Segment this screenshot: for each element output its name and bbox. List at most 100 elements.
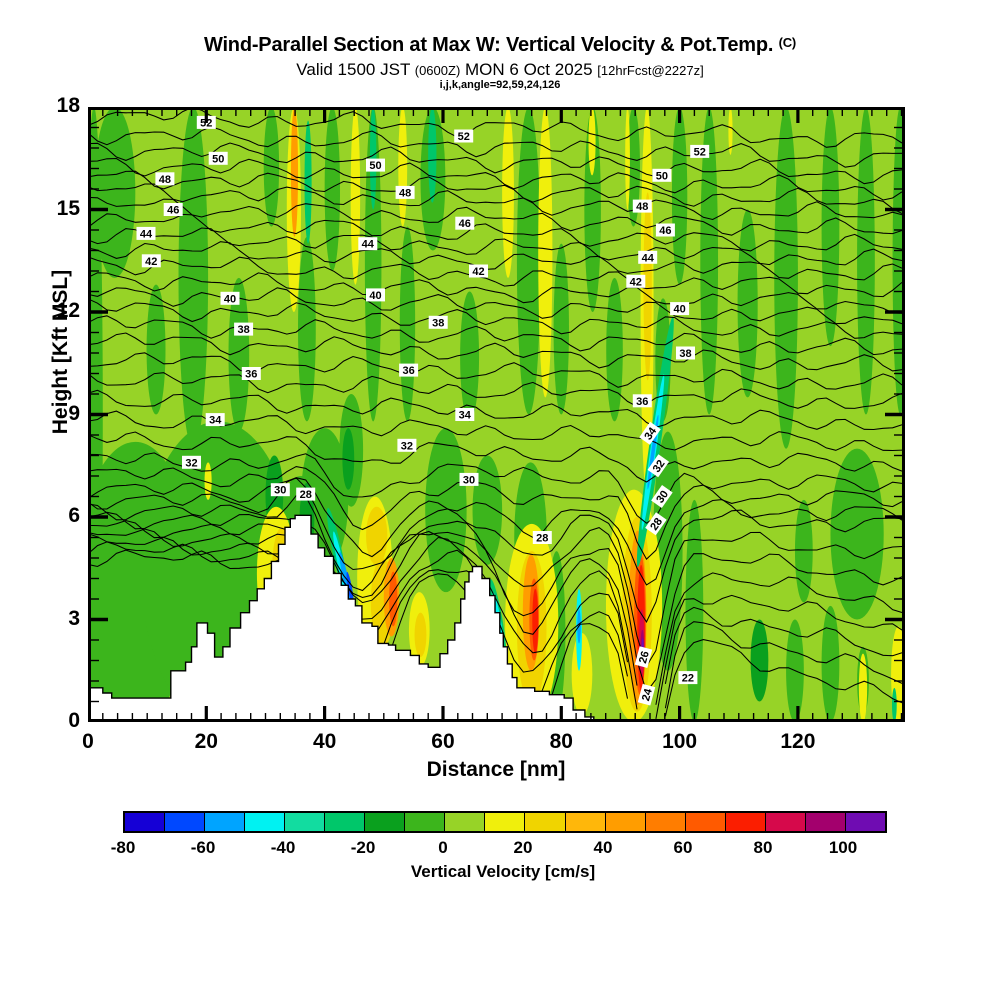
- svg-text:42: 42: [630, 276, 642, 288]
- svg-text:38: 38: [432, 317, 444, 329]
- svg-text:38: 38: [237, 324, 249, 336]
- x-tick-label: 80: [549, 730, 573, 753]
- valid-date: MON 6 Oct 2025: [460, 60, 598, 79]
- colorbar-tick-label: 80: [753, 838, 773, 857]
- x-tick-label: 100: [662, 730, 698, 753]
- svg-text:50: 50: [212, 153, 224, 165]
- svg-text:26: 26: [637, 650, 652, 665]
- svg-text:36: 36: [636, 396, 648, 408]
- svg-text:32: 32: [185, 457, 197, 469]
- colorbar-title: Vertical Velocity [cm/s]: [410, 862, 596, 881]
- svg-text:40: 40: [369, 290, 381, 302]
- x-tick-label: 40: [312, 730, 337, 753]
- y-tick-label: 0: [68, 709, 80, 732]
- x-tick-label: 0: [82, 730, 94, 753]
- svg-text:36: 36: [245, 369, 257, 381]
- x-tick-label: 60: [431, 730, 455, 753]
- svg-text:48: 48: [399, 187, 411, 199]
- svg-text:46: 46: [167, 205, 179, 217]
- svg-text:34: 34: [459, 410, 472, 422]
- colorbar-segment: [445, 813, 486, 831]
- colorbar-segment: [125, 813, 166, 831]
- plot-frame: [88, 107, 905, 722]
- y-tick-label: 3: [68, 606, 80, 630]
- svg-text:36: 36: [402, 365, 414, 377]
- colorbar-tick-label: -60: [190, 838, 216, 857]
- title-main: Wind-Parallel Section at Max W: Vertical…: [203, 34, 774, 56]
- colorbar-segment: [405, 813, 446, 831]
- colorbar-segment: [605, 813, 646, 831]
- terrain-silhouette: [88, 514, 905, 722]
- svg-text:52: 52: [200, 117, 212, 129]
- colorbar-tick-label: 0: [438, 838, 448, 857]
- colorbar-segment: [485, 813, 526, 831]
- svg-text:50: 50: [369, 160, 381, 172]
- y-tick-label: 6: [68, 504, 80, 527]
- svg-text:30: 30: [463, 474, 475, 486]
- colorbar-segment: [365, 813, 406, 831]
- colorbar-segment: [725, 813, 766, 831]
- isotherm-contours: [88, 107, 903, 719]
- colorbar-segment: [845, 813, 885, 831]
- y-tick-label: 9: [68, 401, 80, 425]
- colorbar-segment: [285, 813, 326, 831]
- forecast-lead: [12hrFcst@2227z]: [597, 63, 704, 78]
- svg-text:30: 30: [274, 485, 286, 497]
- colorbar-tick-label: 60: [673, 838, 693, 857]
- y-tick-label: 18: [56, 94, 80, 117]
- svg-text:44: 44: [642, 252, 655, 264]
- svg-text:28: 28: [536, 533, 548, 545]
- svg-text:30: 30: [654, 489, 671, 506]
- colorbar-segment: [205, 813, 246, 831]
- colorbar-tick-label: -80: [110, 838, 136, 857]
- colorbar-tick-label: 100: [828, 838, 858, 857]
- colorbar-tick-label: -20: [350, 838, 376, 857]
- svg-text:42: 42: [472, 266, 484, 278]
- colorbar-segment: [685, 813, 726, 831]
- colorbar-segment: [325, 813, 366, 831]
- svg-text:32: 32: [401, 440, 413, 452]
- svg-text:22: 22: [682, 673, 694, 685]
- svg-text:46: 46: [459, 218, 471, 230]
- svg-text:32: 32: [651, 458, 668, 475]
- svg-text:28: 28: [648, 516, 665, 533]
- colorbar-segment: [525, 813, 566, 831]
- svg-text:28: 28: [300, 489, 312, 501]
- colorbar-segment: [645, 813, 686, 831]
- cross-section-plot: 52 52 52 50 50 50 48 48 48 46 46 46 44 44 44 42 42 42 40 40…: [88, 107, 905, 722]
- colorbar-tick-label: 40: [593, 838, 613, 857]
- svg-text:48: 48: [636, 201, 648, 213]
- colorbar-segment: [805, 813, 846, 831]
- colorbar-segment: [765, 813, 806, 831]
- x-tick-label: 120: [780, 730, 816, 753]
- y-tick-label: 12: [56, 299, 80, 322]
- svg-text:34: 34: [209, 415, 222, 427]
- colorbar-tick-label: -40: [270, 838, 296, 857]
- svg-text:46: 46: [659, 225, 671, 237]
- x-axis-title: Distance [nm]: [426, 758, 566, 781]
- svg-text:38: 38: [679, 348, 691, 360]
- svg-text:50: 50: [656, 170, 668, 182]
- svg-text:42: 42: [145, 256, 157, 268]
- grid-info-line: i,j,k,angle=92,59,24,126: [439, 79, 561, 91]
- svg-text:40: 40: [673, 304, 685, 316]
- y-tick-label: 15: [56, 196, 80, 220]
- colorbar-segment: [165, 813, 206, 831]
- svg-text:44: 44: [140, 228, 153, 240]
- colorbar: [123, 811, 887, 833]
- page-title: Wind-Parallel Section at Max W: Vertical…: [0, 34, 1000, 57]
- svg-text:44: 44: [362, 239, 375, 251]
- valid-time: Valid 1500 JST: [296, 60, 415, 79]
- svg-text:52: 52: [458, 131, 470, 143]
- svg-text:48: 48: [159, 174, 171, 186]
- colorbar-segment: [245, 813, 286, 831]
- svg-text:24: 24: [640, 687, 655, 703]
- svg-text:52: 52: [694, 146, 706, 158]
- colorbar-tick-label: 20: [513, 838, 533, 857]
- valid-time-line: Valid 1500 JST (0600Z) MON 6 Oct 2025 [1…: [0, 60, 1000, 80]
- zulu-time: (0600Z): [414, 63, 461, 78]
- x-tick-label: 20: [194, 730, 218, 753]
